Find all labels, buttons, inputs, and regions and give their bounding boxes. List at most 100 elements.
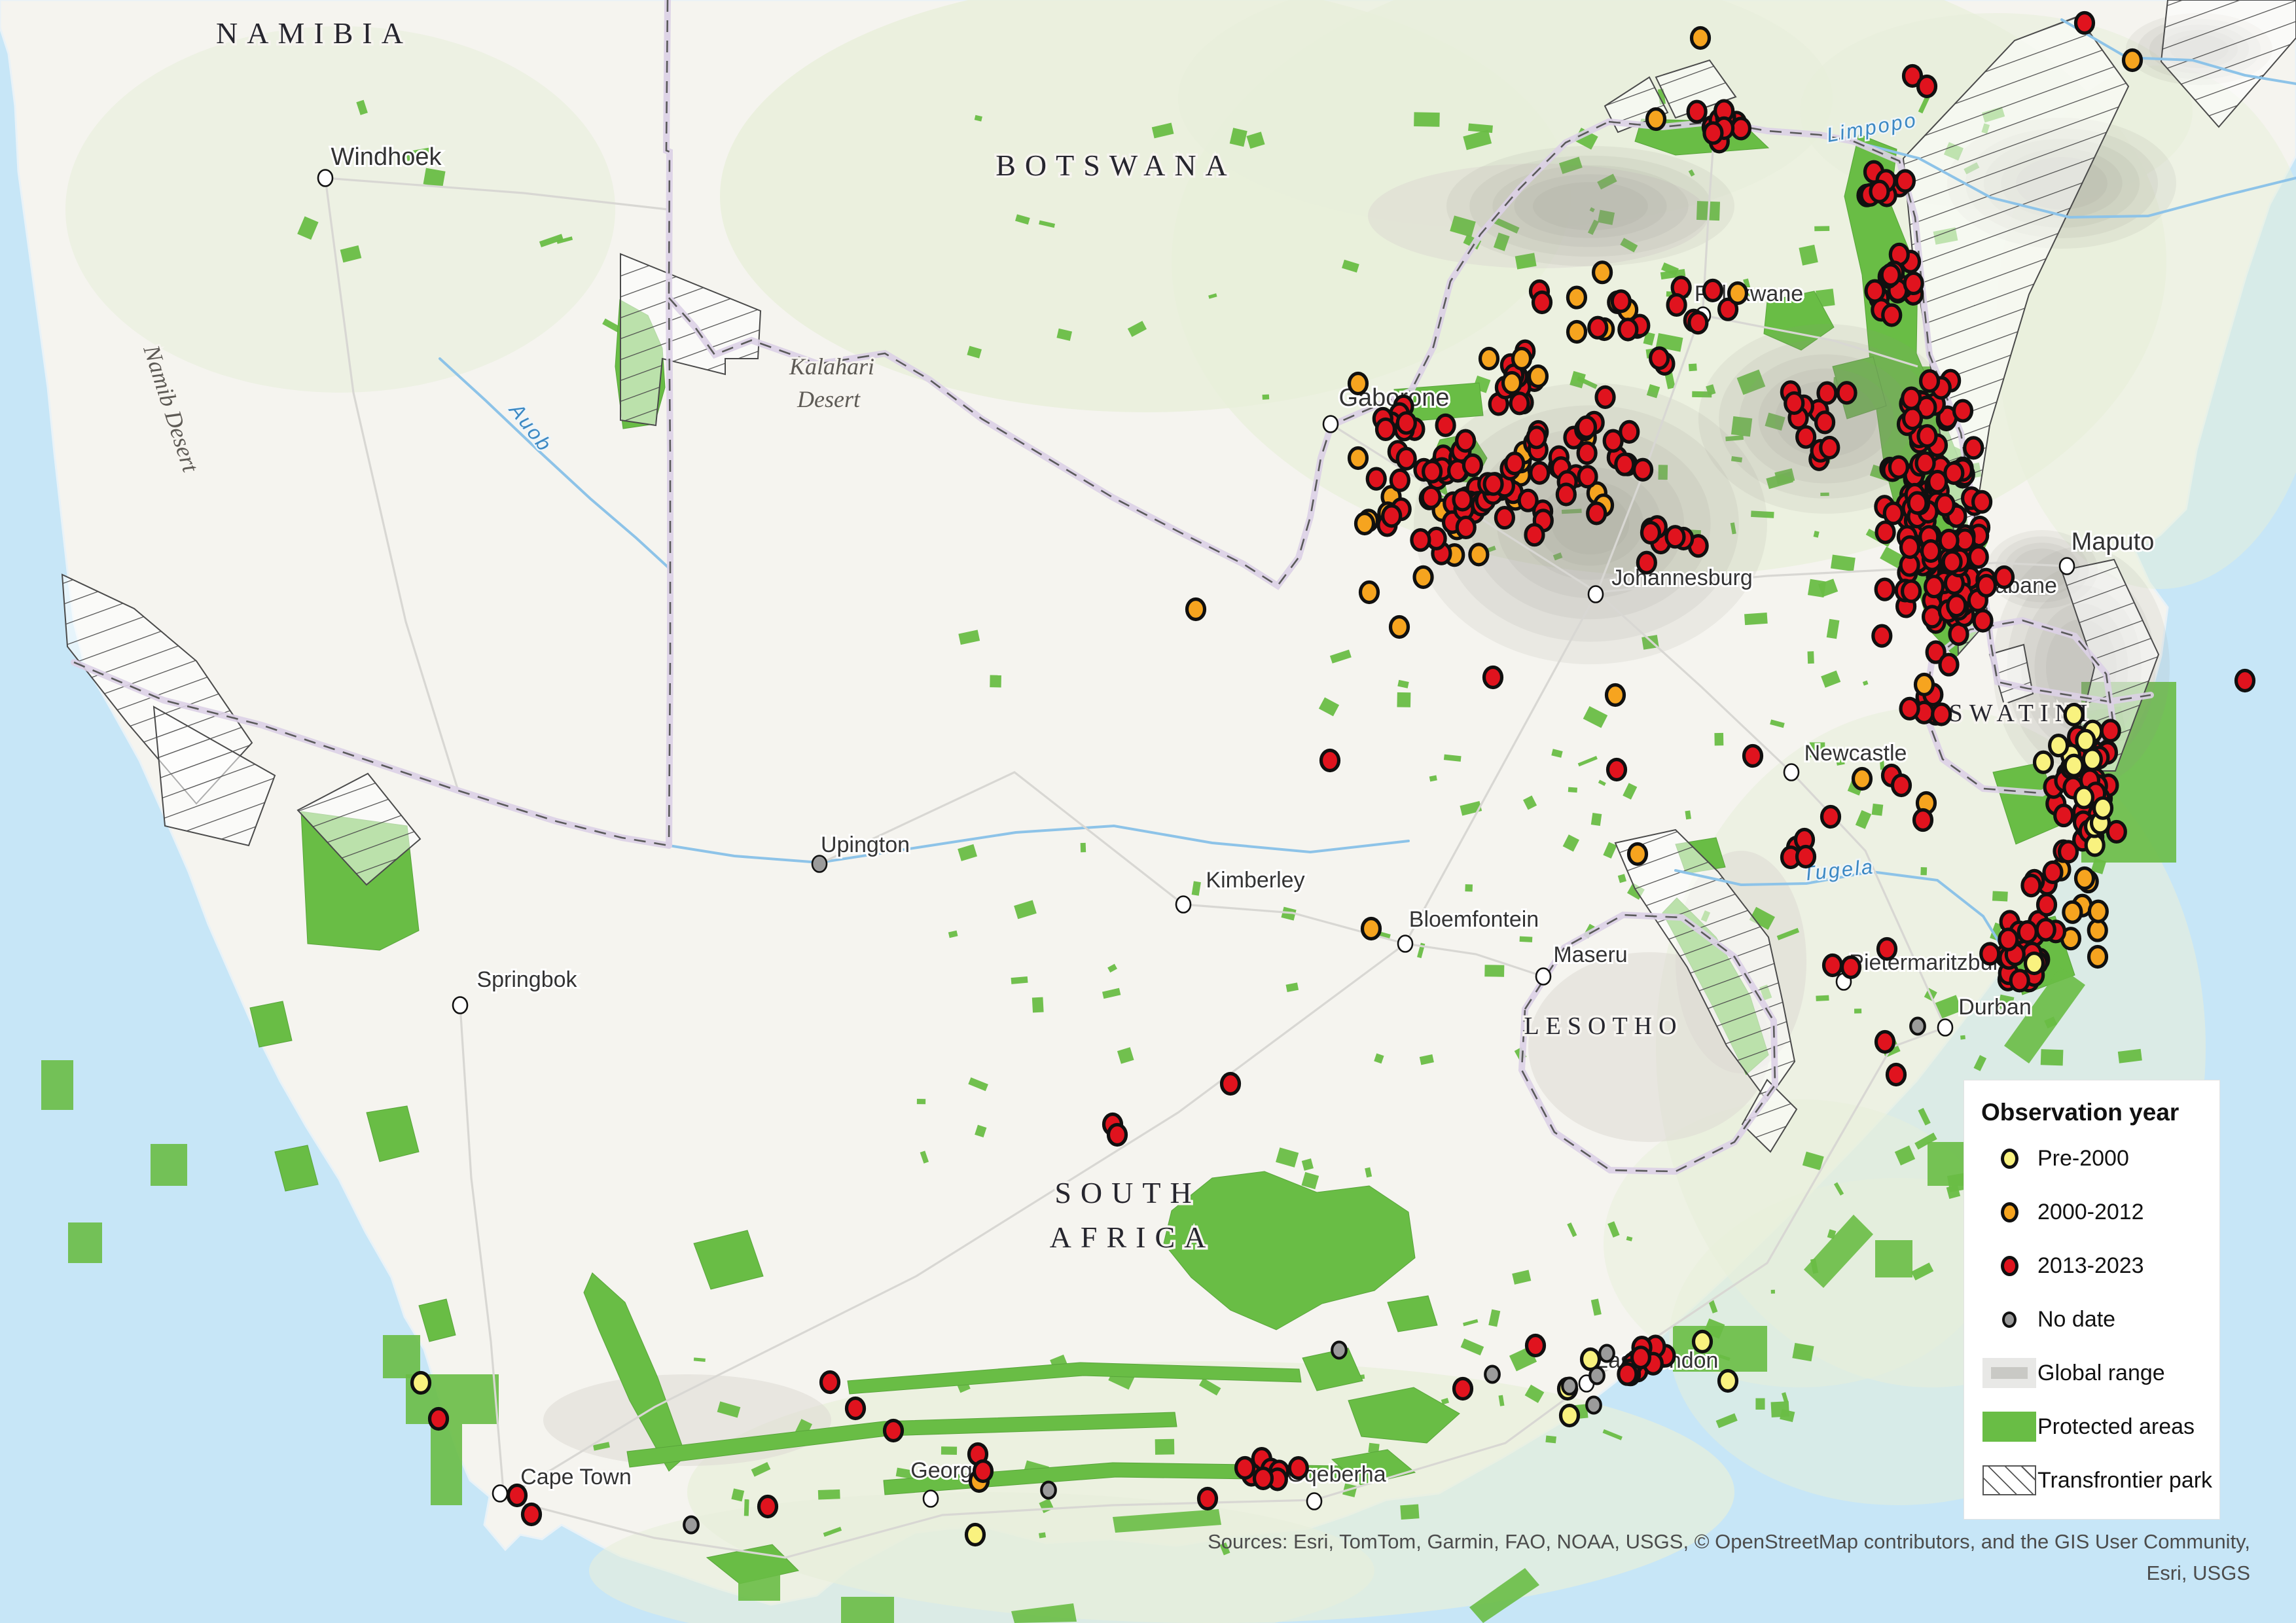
observation-point-pre2000: [410, 1370, 432, 1395]
protected-area-small: [1641, 635, 1659, 650]
protected-area-small: [1833, 1182, 1844, 1196]
observation-point-2013-2023: [1881, 303, 1903, 327]
observation-point-2013-2023: [1455, 515, 1477, 540]
transfrontier-park-outline: [296, 772, 422, 886]
protected-area-small: [1365, 1167, 1372, 1178]
desert-label: Kalahari: [789, 353, 874, 380]
protected-area-small: [1374, 1053, 1384, 1064]
protected-area-small: [1450, 215, 1476, 238]
protected-area-small: [1419, 1054, 1434, 1065]
observation-point-2013-2023: [1702, 278, 1723, 302]
observation-point-2013-2023: [1998, 927, 2019, 952]
protected-area-small: [1568, 787, 1577, 793]
protected-area-small: [1692, 391, 1712, 398]
observation-point-2013-2023: [1816, 381, 1838, 405]
observation-point-2013-2023: [1876, 936, 1898, 961]
protected-area-small: [1714, 732, 1724, 746]
protected-area: [847, 1362, 1302, 1395]
transfrontier-park-outline: [1614, 829, 1796, 1102]
observation-point-2013-2023: [1952, 399, 1974, 423]
observation-point-2013-2023: [1979, 942, 2001, 966]
global-range: [1514, 174, 1667, 238]
2000-2012-dot-icon: [2000, 1202, 2018, 1222]
protected-area-small: [1191, 881, 1201, 896]
protected-area-small: [1816, 995, 1829, 1001]
legend-item-pre2000: Pre-2000: [1981, 1132, 2219, 1185]
observation-point-2000-2012: [1527, 364, 1549, 389]
observation-point-2013-2023: [1594, 385, 1616, 409]
protected-area-small: [1567, 1222, 1577, 1238]
protected-area-small: [406, 147, 432, 161]
observation-point-2000-2012: [1645, 107, 1667, 132]
protected-area-small: [744, 1499, 749, 1516]
marine-protected-area: [406, 1374, 499, 1505]
protected-area-small: [1792, 1342, 1814, 1362]
observation-point-2000-2012: [2121, 48, 2144, 73]
marine-protected-area: [1928, 1142, 1974, 1186]
protected-area-small: [1755, 1398, 1765, 1410]
protected-area-small: [1570, 370, 1586, 389]
observation-point-2013-2023: [1993, 565, 2015, 590]
road: [325, 177, 668, 211]
country-label: BOTSWANA: [996, 149, 1236, 182]
observation-point-2013-2023: [1923, 575, 1945, 599]
observation-point-2013-2023: [2035, 918, 2056, 942]
protected-area-small: [1512, 1270, 1532, 1285]
protected-area-small: [1577, 756, 1598, 767]
protected-area-small: [1463, 1319, 1479, 1327]
observation-point-pre2000: [2092, 796, 2114, 820]
observation-point-pre2000: [2023, 951, 2045, 976]
marine-protected-area: [1804, 1215, 1873, 1288]
protected-area-small: [1276, 1147, 1299, 1168]
observation-point-2013-2023: [1524, 1333, 1547, 1358]
global-range: [2004, 543, 2080, 596]
protected-area-small: [1623, 783, 1638, 800]
observation-point-2013-2023: [844, 1396, 867, 1421]
observation-point-2013-2023: [2017, 920, 2038, 944]
protected-area-small: [1731, 455, 1743, 463]
protected-area-small: [1685, 810, 1691, 820]
protected-area-small: [1031, 997, 1044, 1013]
marine-protected-area: [1113, 1509, 1221, 1533]
city-label-bloemfontein: Bloemfontein: [1409, 907, 1539, 932]
protected-area-small: [1329, 649, 1352, 664]
protected-area-small: [1807, 651, 1814, 664]
protected-area-small: [1871, 803, 1884, 816]
protected-area-small: [1730, 522, 1736, 535]
observation-point-2013-2023: [1420, 485, 1442, 510]
observation-point-2000-2012: [1347, 446, 1369, 471]
protected-area-small: [1493, 217, 1520, 234]
protected-area-small: [975, 1124, 987, 1138]
protected-area-small: [1493, 232, 1510, 251]
vegetation-patch: [65, 26, 615, 393]
protected-area-small: [920, 1150, 929, 1164]
observation-point-2013-2023: [1869, 179, 1890, 204]
observation-point-2013-2023: [1395, 446, 1417, 471]
observation-point-2013-2023: [1619, 419, 1640, 444]
protected-area-small: [1765, 412, 1785, 431]
protected-area-small: [1603, 842, 1617, 859]
protected-area-small: [1776, 927, 1800, 940]
protected-area-small: [916, 1098, 926, 1105]
observation-point-2000-2012: [1185, 597, 1207, 622]
protected-area-small: [1443, 754, 1462, 762]
observation-point-nodate: [1588, 1366, 1605, 1385]
protected-area-small: [1465, 884, 1473, 892]
river: [668, 824, 1410, 865]
protected-area-small: [817, 1489, 840, 1500]
observation-point-2013-2023: [1901, 63, 1924, 88]
observation-point-2013-2023: [520, 1502, 543, 1527]
city-label-johannesburg: Johannesburg: [1611, 565, 1753, 590]
observation-point-2000-2012: [1412, 565, 1434, 589]
transfrontier-park: [1615, 830, 1795, 1101]
city-marker-johannesburg: [1587, 585, 1604, 603]
protected-area: [883, 1462, 1344, 1495]
transfrontier-park: [1903, 16, 2128, 654]
protected-area-small: [1814, 226, 1830, 232]
transfrontier-park-outline: [2060, 558, 2160, 772]
observation-point-2013-2023: [1517, 488, 1539, 512]
protected-area-small: [1198, 1378, 1221, 1396]
observation-point-2013-2023: [2009, 969, 2030, 993]
global-range: [1446, 146, 1734, 266]
